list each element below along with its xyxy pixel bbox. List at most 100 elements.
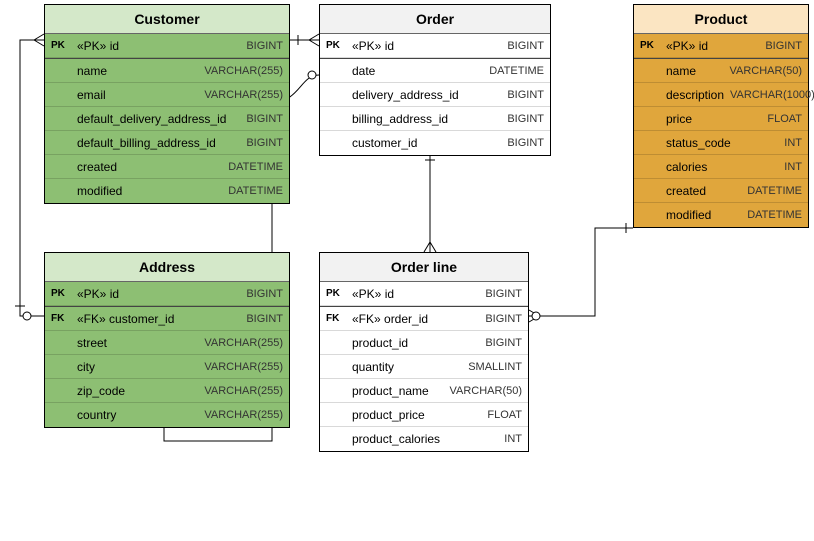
entity-title: Address xyxy=(45,253,289,282)
field-name: default_delivery_address_id xyxy=(77,112,240,126)
field-type: DATETIME xyxy=(741,185,802,197)
key-indicator: PK xyxy=(326,40,352,51)
field-type: BIGINT xyxy=(240,113,283,125)
entity-address: AddressPK«PK» idBIGINTFK«FK» customer_id… xyxy=(44,252,290,428)
field-type: INT xyxy=(778,161,802,173)
field-name: default_billing_address_id xyxy=(77,136,240,150)
field-name: name xyxy=(666,64,723,78)
field-row: createdDATETIME xyxy=(634,179,808,203)
field-row: billing_address_idBIGINT xyxy=(320,107,550,131)
field-row: product_caloriesINT xyxy=(320,427,528,451)
field-type: BIGINT xyxy=(240,288,283,300)
field-row: product_idBIGINT xyxy=(320,331,528,355)
field-type: FLOAT xyxy=(481,409,522,421)
entity-title: Order line xyxy=(320,253,528,282)
field-name: created xyxy=(77,160,222,174)
field-row: PK«PK» idBIGINT xyxy=(320,34,550,58)
field-name: email xyxy=(77,88,198,102)
field-row: default_billing_address_idBIGINT xyxy=(45,131,289,155)
field-row: PK«PK» idBIGINT xyxy=(634,34,808,58)
field-type: VARCHAR(255) xyxy=(198,337,283,349)
field-name: created xyxy=(666,184,741,198)
field-type: VARCHAR(255) xyxy=(198,385,283,397)
field-row: PK«PK» idBIGINT xyxy=(45,34,289,58)
field-name: country xyxy=(77,408,198,422)
key-indicator: FK xyxy=(326,313,352,324)
entity-order: OrderPK«PK» idBIGINTdateDATETIMEdelivery… xyxy=(319,4,551,156)
field-name: name xyxy=(77,64,198,78)
field-type: BIGINT xyxy=(501,113,544,125)
field-name: «PK» id xyxy=(77,39,240,53)
field-name: city xyxy=(77,360,198,374)
field-name: product_name xyxy=(352,384,443,398)
field-type: BIGINT xyxy=(240,40,283,52)
field-name: product_id xyxy=(352,336,479,350)
field-row: quantitySMALLINT xyxy=(320,355,528,379)
field-row: emailVARCHAR(255) xyxy=(45,83,289,107)
field-row: PK«PK» idBIGINT xyxy=(45,282,289,306)
field-row: streetVARCHAR(255) xyxy=(45,331,289,355)
entity-title: Customer xyxy=(45,5,289,34)
field-name: description xyxy=(666,88,724,102)
field-name: status_code xyxy=(666,136,778,150)
field-type: BIGINT xyxy=(501,89,544,101)
key-indicator: FK xyxy=(51,313,77,324)
field-name: modified xyxy=(77,184,222,198)
field-type: VARCHAR(255) xyxy=(198,65,283,77)
key-indicator: PK xyxy=(51,288,77,299)
connector-product-orderline xyxy=(529,228,633,316)
entity-customer: CustomerPK«PK» idBIGINTnameVARCHAR(255)e… xyxy=(44,4,290,204)
key-indicator: PK xyxy=(326,288,352,299)
entity-orderline: Order linePK«PK» idBIGINTFK«FK» order_id… xyxy=(319,252,529,452)
field-type: VARCHAR(255) xyxy=(198,409,283,421)
field-type: INT xyxy=(778,137,802,149)
field-name: «PK» id xyxy=(352,39,501,53)
field-name: delivery_address_id xyxy=(352,88,501,102)
field-row: countryVARCHAR(255) xyxy=(45,403,289,427)
field-row: delivery_address_idBIGINT xyxy=(320,83,550,107)
field-row: status_codeINT xyxy=(634,131,808,155)
field-type: BIGINT xyxy=(479,288,522,300)
field-type: SMALLINT xyxy=(462,361,522,373)
field-type: BIGINT xyxy=(759,40,802,52)
field-type: BIGINT xyxy=(240,313,283,325)
field-type: DATETIME xyxy=(483,65,544,77)
field-row: modifiedDATETIME xyxy=(45,179,289,203)
entity-product: ProductPK«PK» idBIGINTnameVARCHAR(50)des… xyxy=(633,4,809,228)
field-type: DATETIME xyxy=(222,185,283,197)
field-name: «PK» id xyxy=(352,287,479,301)
field-name: product_calories xyxy=(352,432,498,446)
key-indicator: PK xyxy=(51,40,77,51)
field-row: PK«PK» idBIGINT xyxy=(320,282,528,306)
field-name: «PK» id xyxy=(666,39,759,53)
field-name: «FK» order_id xyxy=(352,312,479,326)
connector-address-customer xyxy=(20,40,44,316)
field-row: FK«FK» order_idBIGINT xyxy=(320,307,528,331)
field-type: BIGINT xyxy=(240,137,283,149)
field-row: FK«FK» customer_idBIGINT xyxy=(45,307,289,331)
field-name: modified xyxy=(666,208,741,222)
field-row: nameVARCHAR(255) xyxy=(45,59,289,83)
field-type: VARCHAR(50) xyxy=(443,385,522,397)
field-row: cityVARCHAR(255) xyxy=(45,355,289,379)
field-row: customer_idBIGINT xyxy=(320,131,550,155)
field-row: nameVARCHAR(50) xyxy=(634,59,808,83)
field-type: BIGINT xyxy=(479,337,522,349)
entity-title: Order xyxy=(320,5,550,34)
field-type: DATETIME xyxy=(222,161,283,173)
field-type: VARCHAR(255) xyxy=(198,361,283,373)
field-name: zip_code xyxy=(77,384,198,398)
field-row: default_delivery_address_idBIGINT xyxy=(45,107,289,131)
field-type: DATETIME xyxy=(741,209,802,221)
field-name: price xyxy=(666,112,761,126)
field-name: product_price xyxy=(352,408,481,422)
field-row: product_priceFLOAT xyxy=(320,403,528,427)
field-row: priceFLOAT xyxy=(634,107,808,131)
field-type: BIGINT xyxy=(479,313,522,325)
field-type: VARCHAR(50) xyxy=(723,65,802,77)
field-name: «PK» id xyxy=(77,287,240,301)
field-row: zip_codeVARCHAR(255) xyxy=(45,379,289,403)
key-indicator: PK xyxy=(640,40,666,51)
field-row: descriptionVARCHAR(1000) xyxy=(634,83,808,107)
field-type: BIGINT xyxy=(501,137,544,149)
